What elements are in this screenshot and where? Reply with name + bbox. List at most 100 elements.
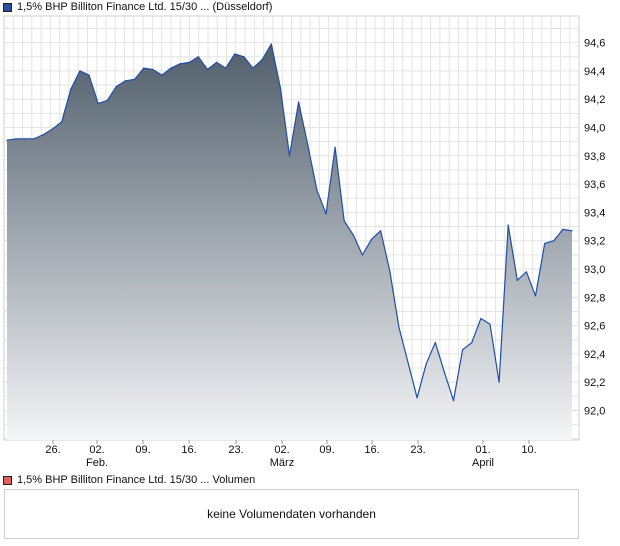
- data-point: [261, 58, 263, 61]
- legend-price-swatch: [3, 2, 12, 12]
- data-point: [389, 269, 391, 272]
- y-tick-label: 93,6: [584, 179, 605, 191]
- y-tick-label: 94,4: [584, 66, 605, 78]
- data-point: [307, 143, 309, 146]
- data-point: [498, 381, 500, 383]
- data-point: [489, 323, 491, 325]
- data-point: [161, 74, 163, 76]
- data-point: [179, 63, 181, 65]
- y-tick-label: 94,0: [584, 123, 605, 135]
- data-point: [270, 43, 272, 45]
- x-tick-label: 26.: [45, 444, 60, 456]
- price-chart: 92,0 92,2 92,4 92,6 92,8 93,0 93,2 93,4 93,6 93,8…: [3, 15, 605, 469]
- data-point: [97, 102, 99, 105]
- x-tick-label: 10.: [521, 444, 536, 456]
- data-point: [343, 220, 345, 222]
- data-point: [133, 78, 136, 80]
- x-tick-label: 16.: [181, 444, 196, 456]
- y-tick-label: 92,4: [584, 349, 605, 361]
- data-point: [571, 230, 573, 232]
- data-point: [106, 100, 108, 102]
- data-point: [215, 61, 218, 64]
- data-point: [462, 349, 464, 351]
- x-tick-label: 09.: [319, 444, 334, 456]
- data-point: [115, 85, 117, 88]
- data-point: [79, 70, 81, 72]
- data-point: [398, 326, 400, 328]
- x-tick-label: 02.: [89, 444, 104, 456]
- data-point: [24, 138, 26, 140]
- data-point: [6, 139, 8, 141]
- data-point: [516, 279, 518, 281]
- x-tick-label: 02.: [274, 444, 289, 456]
- data-point: [298, 101, 300, 103]
- volume-empty-message: keine Volumendaten vorhanden: [207, 507, 376, 521]
- data-point: [553, 240, 555, 242]
- data-point: [380, 230, 382, 232]
- y-tick-label: 92,8: [584, 292, 605, 304]
- data-point: [434, 341, 436, 344]
- data-point: [225, 67, 227, 69]
- data-point: [562, 228, 564, 230]
- data-point: [51, 128, 54, 130]
- y-tick-label: 93,8: [584, 151, 605, 163]
- data-point: [252, 67, 254, 69]
- y-tick-label: 92,0: [584, 406, 605, 418]
- legend-volume-swatch: [3, 475, 12, 485]
- data-point: [370, 238, 373, 240]
- y-tick-label: 93,0: [584, 264, 605, 276]
- data-point: [288, 155, 291, 157]
- data-point: [334, 146, 336, 148]
- data-point: [70, 88, 72, 90]
- y-tick-label: 92,6: [584, 321, 605, 333]
- data-point: [279, 87, 281, 89]
- data-point: [452, 399, 455, 402]
- data-point: [243, 56, 245, 58]
- data-point: [124, 80, 127, 82]
- data-point: [480, 317, 482, 320]
- data-point: [188, 61, 190, 64]
- data-point: [416, 397, 418, 399]
- data-point: [352, 234, 354, 236]
- data-point: [425, 363, 427, 365]
- legend-volume: 1,5% BHP Billiton Finance Ltd. 15/30 ...…: [3, 473, 255, 487]
- data-point: [33, 138, 35, 140]
- legend-volume-label: 1,5% BHP Billiton Finance Ltd. 15/30 ...…: [17, 474, 256, 486]
- data-point: [534, 295, 537, 297]
- data-point: [407, 361, 409, 363]
- data-point: [42, 133, 45, 136]
- data-point: [88, 74, 90, 76]
- legend-price-label: 1,5% BHP Billiton Finance Ltd. 15/30 ...…: [17, 1, 273, 13]
- data-point: [15, 138, 17, 140]
- data-point: [61, 121, 63, 123]
- data-point: [525, 271, 528, 273]
- data-point: [170, 67, 172, 69]
- data-point: [234, 53, 236, 55]
- data-point: [143, 67, 145, 69]
- volume-panel: keine Volumendaten vorhanden: [4, 489, 579, 539]
- x-month-label: April: [472, 457, 494, 469]
- y-tick-label: 94,2: [584, 94, 605, 106]
- legend-price: 1,5% BHP Billiton Finance Ltd. 15/30 ...…: [3, 0, 272, 14]
- data-point: [544, 242, 546, 245]
- x-tick-label: 16.: [364, 444, 379, 456]
- y-tick-label: 93,4: [584, 207, 605, 219]
- x-tick-label: 01.: [475, 444, 490, 456]
- data-point: [443, 371, 446, 373]
- x-tick-label: 23.: [410, 444, 425, 456]
- data-point: [471, 341, 473, 344]
- series-area: [7, 44, 572, 440]
- y-tick-label: 92,2: [584, 377, 605, 389]
- data-point: [325, 213, 327, 215]
- y-tick-label: 94,6: [584, 38, 605, 50]
- x-tick-label: 23.: [228, 444, 243, 456]
- y-tick-label: 93,2: [584, 236, 605, 248]
- data-point: [361, 254, 364, 256]
- x-month-label: Feb.: [86, 457, 108, 469]
- x-month-label: März: [270, 457, 294, 469]
- x-tick-label: 09.: [135, 444, 150, 456]
- data-point: [152, 68, 154, 71]
- data-point: [507, 224, 509, 226]
- data-point: [316, 189, 318, 191]
- data-point: [197, 56, 199, 58]
